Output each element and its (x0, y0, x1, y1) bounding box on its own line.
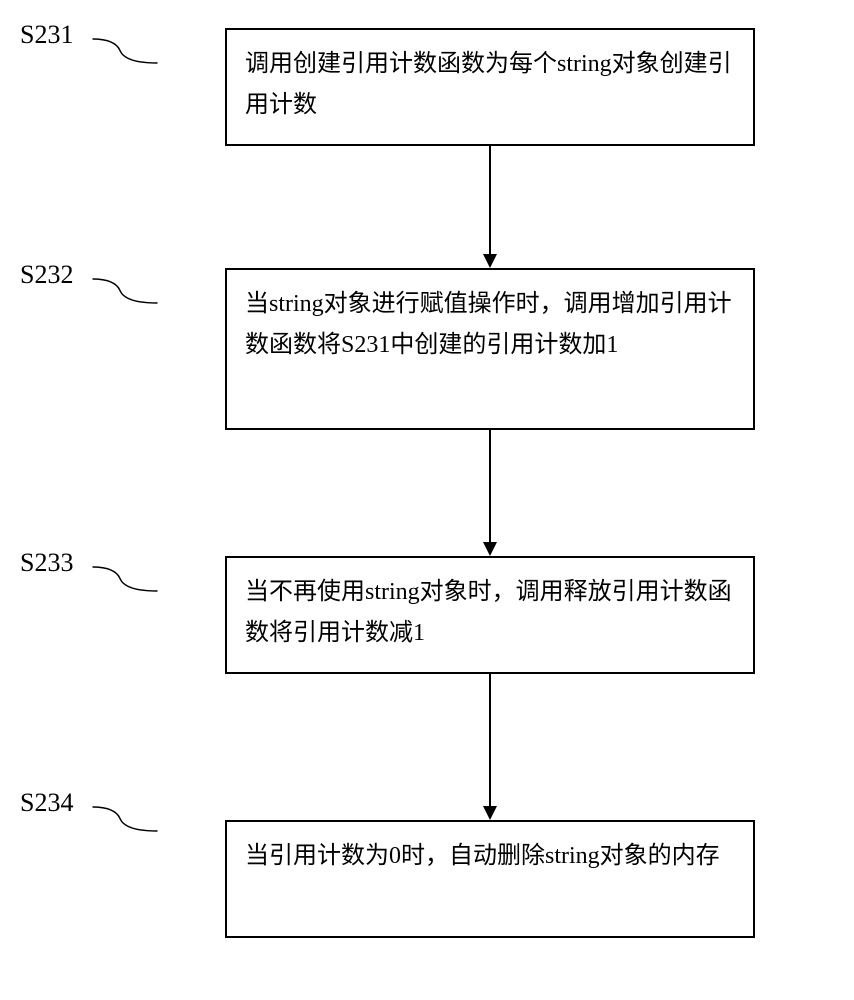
step-box-s233: 当不再使用string对象时，调用释放引用计数函数将引用计数减1 (225, 556, 755, 674)
step-box-s231: 调用创建引用计数函数为每个string对象创建引用计数 (225, 28, 755, 146)
arrow-2 (480, 430, 500, 556)
step-label-s232: S232 (20, 260, 73, 290)
label-connector-1 (90, 28, 160, 78)
step-label-s233: S233 (20, 548, 73, 578)
step-label-s231: S231 (20, 20, 73, 50)
step-box-s234: 当引用计数为0时，自动删除string对象的内存 (225, 820, 755, 938)
arrow-1 (480, 146, 500, 268)
step-label-s234: S234 (20, 788, 73, 818)
label-connector-4 (90, 796, 160, 846)
label-connector-2 (90, 268, 160, 318)
label-connector-3 (90, 556, 160, 606)
arrow-3 (480, 674, 500, 820)
step-box-s232: 当string对象进行赋值操作时，调用增加引用计数函数将S231中创建的引用计数… (225, 268, 755, 430)
flowchart-container: S231 调用创建引用计数函数为每个string对象创建引用计数 S232 当s… (0, 0, 854, 1000)
